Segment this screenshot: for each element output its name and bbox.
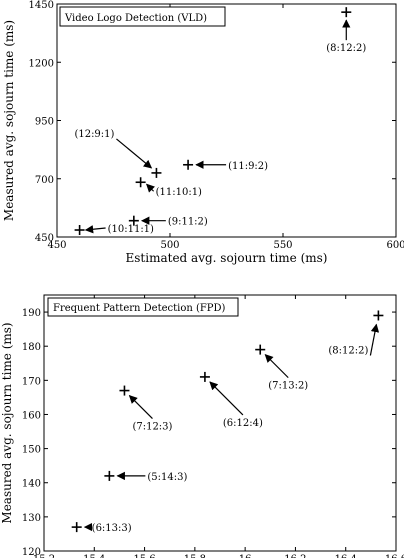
x-tick-label: 15.2 <box>33 554 55 558</box>
y-tick-label: 950 <box>35 117 54 128</box>
data-point-marker <box>104 470 115 481</box>
annotation-arrow <box>84 225 106 234</box>
y-tick-label: 700 <box>35 175 54 186</box>
data-point-marker <box>199 371 210 382</box>
x-tick-label: 500 <box>160 240 179 251</box>
point-label: (11:10:1) <box>156 187 202 198</box>
data-point-marker <box>183 159 194 170</box>
point-label: (8:12:2) <box>328 345 368 356</box>
x-tick-label: 15.8 <box>184 554 206 558</box>
y-tick-label: 140 <box>22 479 41 490</box>
x-tick-label: 15.6 <box>133 554 155 558</box>
y-tick-label: 180 <box>22 342 41 353</box>
y-tick-label: 160 <box>22 410 41 421</box>
plot-area-frame <box>43 294 397 552</box>
legend-title: Frequent Pattern Detection (FPD) <box>53 303 226 314</box>
legend-box <box>59 6 226 27</box>
x-tick-label: 16.4 <box>335 554 357 558</box>
y-axis-label: Measured avg. sojourn time (ms) <box>0 322 14 523</box>
annotation-arrow <box>264 354 289 379</box>
data-point-marker <box>119 385 130 396</box>
point-label: (5:14:3) <box>147 472 187 483</box>
y-tick-label: 1450 <box>29 0 54 11</box>
x-tick-label: 16.6 <box>385 554 404 558</box>
point-label: (7:13:2) <box>268 381 308 392</box>
data-point-marker <box>74 225 85 236</box>
y-tick-label: 130 <box>22 513 41 524</box>
y-tick-label: 120 <box>22 547 41 558</box>
point-label: (6:13:3) <box>92 523 132 534</box>
point-label: (10:11:1) <box>108 224 154 235</box>
point-label: (6:12:4) <box>223 418 263 429</box>
x-tick-label: 450 <box>47 240 66 251</box>
legend-box <box>47 297 239 317</box>
y-tick-label: 1200 <box>29 58 54 69</box>
data-point-marker <box>135 177 146 188</box>
x-tick-label: 16 <box>239 554 252 558</box>
data-point-marker <box>373 310 384 321</box>
plot-area-frame <box>56 3 397 238</box>
data-point-marker <box>341 7 352 18</box>
annotation-arrow <box>209 381 244 416</box>
x-tick-label: 16.2 <box>284 554 306 558</box>
data-point-marker <box>71 522 82 533</box>
chart-panel-2: 15.2 15.4 15.6 15.8 16 16.2 16.4 16.6 120 130 140 1… <box>0 294 404 558</box>
annotation-arrow <box>369 323 380 356</box>
point-label: (12:9:1) <box>74 129 114 140</box>
annotation-arrow <box>116 138 153 169</box>
data-point-marker <box>255 344 266 355</box>
x-tick-label: 15.4 <box>83 554 105 558</box>
data-point-marker <box>128 215 139 226</box>
x-tick-label: 550 <box>273 240 292 251</box>
point-label: (7:12:3) <box>132 422 172 433</box>
legend-title: Video Logo Detection (VLD) <box>64 13 207 24</box>
y-tick-label: 450 <box>35 233 54 244</box>
x-tick-label: 600 <box>386 240 404 251</box>
data-point-marker <box>151 167 162 178</box>
x-axis-label: Estimated avg. sojourn time (ms) <box>126 251 328 265</box>
y-axis-label: Measured avg. sojourn time (ms) <box>2 20 16 221</box>
point-label: (11:9:2) <box>228 161 268 172</box>
chart-panel-1: 450 500 550 600 450 700 950 1200 1450 Estimated a… <box>2 0 404 265</box>
y-tick-label: 170 <box>22 376 41 387</box>
y-tick-label: 190 <box>22 308 41 319</box>
annotation-arrow <box>146 183 155 193</box>
point-label: (9:11:2) <box>168 217 208 228</box>
y-tick-label: 150 <box>22 445 41 456</box>
annotation-arrow <box>128 394 153 419</box>
point-label: (8:12:2) <box>326 43 366 54</box>
